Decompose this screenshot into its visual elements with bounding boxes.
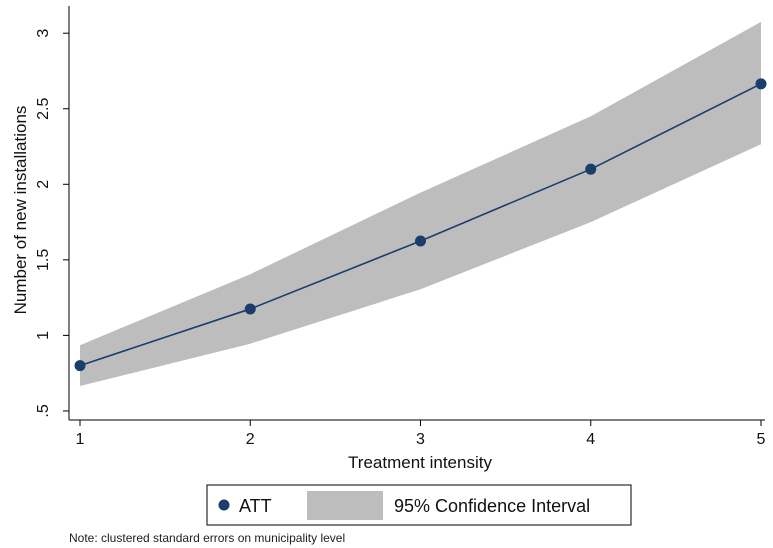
legend: ATT 95% Confidence Interval	[206, 484, 632, 526]
att-point-2	[244, 303, 256, 315]
att-point-1	[74, 360, 86, 372]
att-marker-layer	[74, 78, 767, 372]
x-tick-label: 1	[76, 431, 85, 448]
x-tick-label: 3	[416, 431, 425, 448]
legend-att-label: ATT	[239, 496, 272, 516]
confidence-band	[80, 21, 761, 387]
confidence-band-layer	[80, 21, 761, 387]
att-point-3	[415, 235, 426, 247]
legend-att-marker	[218, 499, 230, 511]
y-tick-label: 2	[35, 180, 52, 189]
y-axis-title: Number of new installations	[11, 106, 30, 315]
x-axis-ticks: 1 2 3 4 5	[76, 420, 766, 448]
legend-ci-swatch	[307, 491, 383, 520]
legend-box	[206, 484, 632, 526]
x-axis-title: Treatment intensity	[348, 453, 492, 472]
att-point-5	[755, 78, 767, 90]
x-tick-label: 2	[246, 431, 255, 448]
x-tick-label: 4	[586, 431, 595, 448]
y-tick-label: 2.5	[35, 98, 52, 120]
y-tick-label: 1.5	[35, 249, 52, 271]
y-tick-label: .5	[35, 404, 52, 417]
x-tick-label: 5	[757, 431, 766, 448]
legend-ci-label: 95% Confidence Interval	[394, 496, 590, 516]
y-tick-label: 3	[35, 29, 52, 38]
note-text: Note: clustered standard errors on munic…	[69, 531, 345, 545]
y-tick-label: 1	[35, 331, 52, 340]
y-axis-ticks: .5 1 1.5 2 2.5 3	[35, 29, 69, 418]
att-point-4	[585, 163, 597, 175]
